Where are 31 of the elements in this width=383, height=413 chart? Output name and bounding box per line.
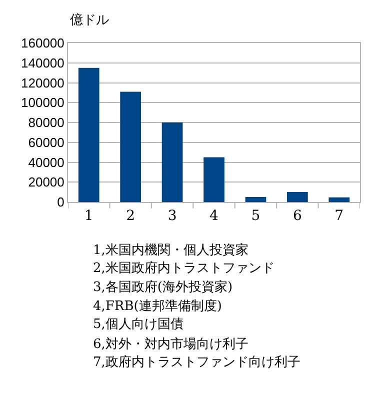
y-tick-label: 60000 (28, 134, 64, 150)
y-tick-label: 120000 (21, 75, 64, 90)
x-tick-label: 6 (292, 208, 302, 224)
bar (120, 92, 141, 202)
text: 2,米国政府内トラストファンド (93, 260, 274, 276)
bar (328, 197, 350, 202)
y-tick-label: 160000 (21, 36, 64, 51)
x-tick-label: 2 (126, 208, 136, 224)
x-tick-label: 1 (84, 208, 94, 224)
y-tick-label: 100000 (21, 95, 64, 110)
bar (162, 122, 183, 202)
y-tick-label: 0 (57, 194, 64, 210)
text: 3,各国政府(海外投資家) (93, 279, 233, 295)
y-tick-label: 140000 (21, 55, 64, 70)
text: 7,政府内トラストファンド向け利子 (93, 354, 300, 370)
y-tick-label: 20000 (28, 174, 64, 190)
bar (204, 157, 224, 202)
bar (78, 68, 100, 202)
bar (287, 192, 308, 202)
x-tick-label: 3 (168, 208, 177, 224)
x-tick-label: 7 (334, 208, 344, 224)
y-tick-label: 80000 (28, 115, 64, 130)
bar (245, 197, 266, 202)
text: 4,FRB(連邦準備制度) (93, 298, 222, 314)
x-tick-label: 4 (210, 208, 219, 224)
x-tick-label: 5 (251, 208, 260, 224)
y-tick-label: 40000 (28, 154, 64, 170)
y-axis-title: 億ドル (70, 10, 109, 28)
text: 6,対外・対内市場向け利子 (93, 336, 248, 352)
text: 5,個人向け国債 (93, 317, 184, 332)
text: 1,米国内機関・個人投資家 (93, 242, 248, 258)
